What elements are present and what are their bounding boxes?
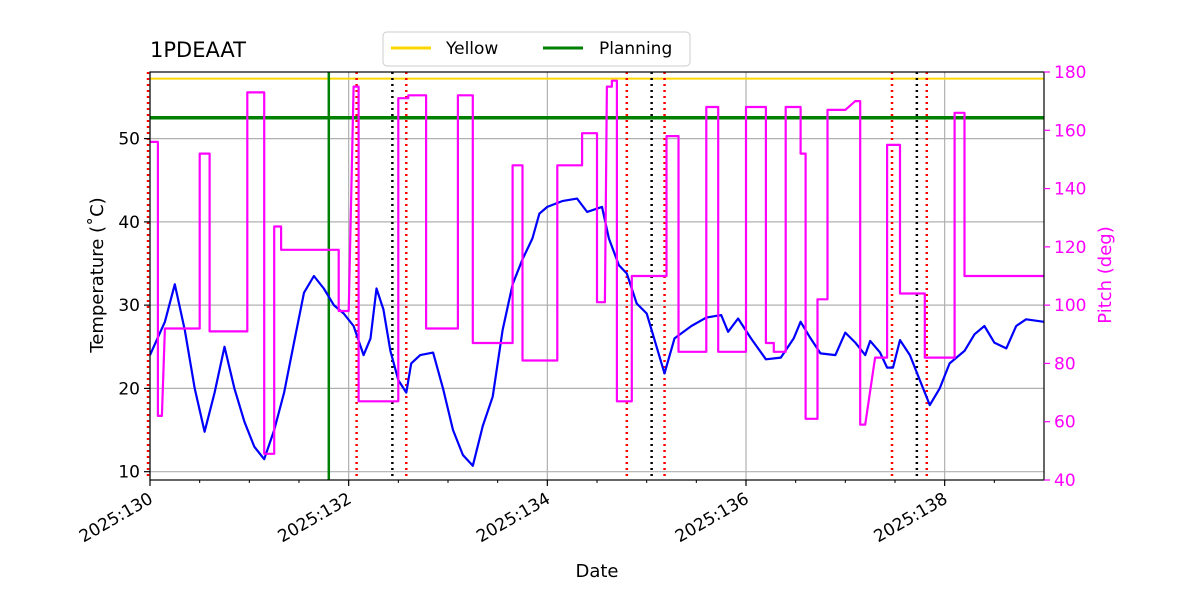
limit-lines <box>150 77 1044 120</box>
event-vlines <box>146 72 929 480</box>
y-tick-label: 30 <box>118 296 140 316</box>
y-tick-label: 50 <box>118 130 140 150</box>
y2-tick-label: 60 <box>1054 413 1076 433</box>
y2-tick-label: 140 <box>1054 180 1086 200</box>
x-axis-label: Date <box>575 561 618 582</box>
y-tick-label: 10 <box>118 463 140 483</box>
y2-tick-label: 80 <box>1054 354 1076 374</box>
legend-box <box>382 31 691 67</box>
y-tick-label: 20 <box>118 379 140 399</box>
y2-tick-label: 180 <box>1054 63 1086 83</box>
y-tick-label: 40 <box>118 213 140 233</box>
legend-label-yellow: Yellow <box>445 39 498 59</box>
chart-title: 1PDEAAT <box>150 38 246 62</box>
legend-label-planning: Planning <box>599 39 672 59</box>
legend: Yellow Planning <box>382 31 691 67</box>
y2-tick-label: 100 <box>1054 296 1086 316</box>
y-axis-label: Temperature (˚C) <box>87 197 108 353</box>
y2-tick-label: 160 <box>1054 121 1086 141</box>
series <box>150 79 1044 467</box>
y2-tick-label: 40 <box>1054 471 1076 491</box>
pitch-series-line <box>150 79 1044 455</box>
y2-axis-label: Pitch (deg) <box>1095 226 1116 324</box>
y2-tick-label: 120 <box>1054 238 1086 258</box>
temperature-series-line <box>150 197 1044 467</box>
